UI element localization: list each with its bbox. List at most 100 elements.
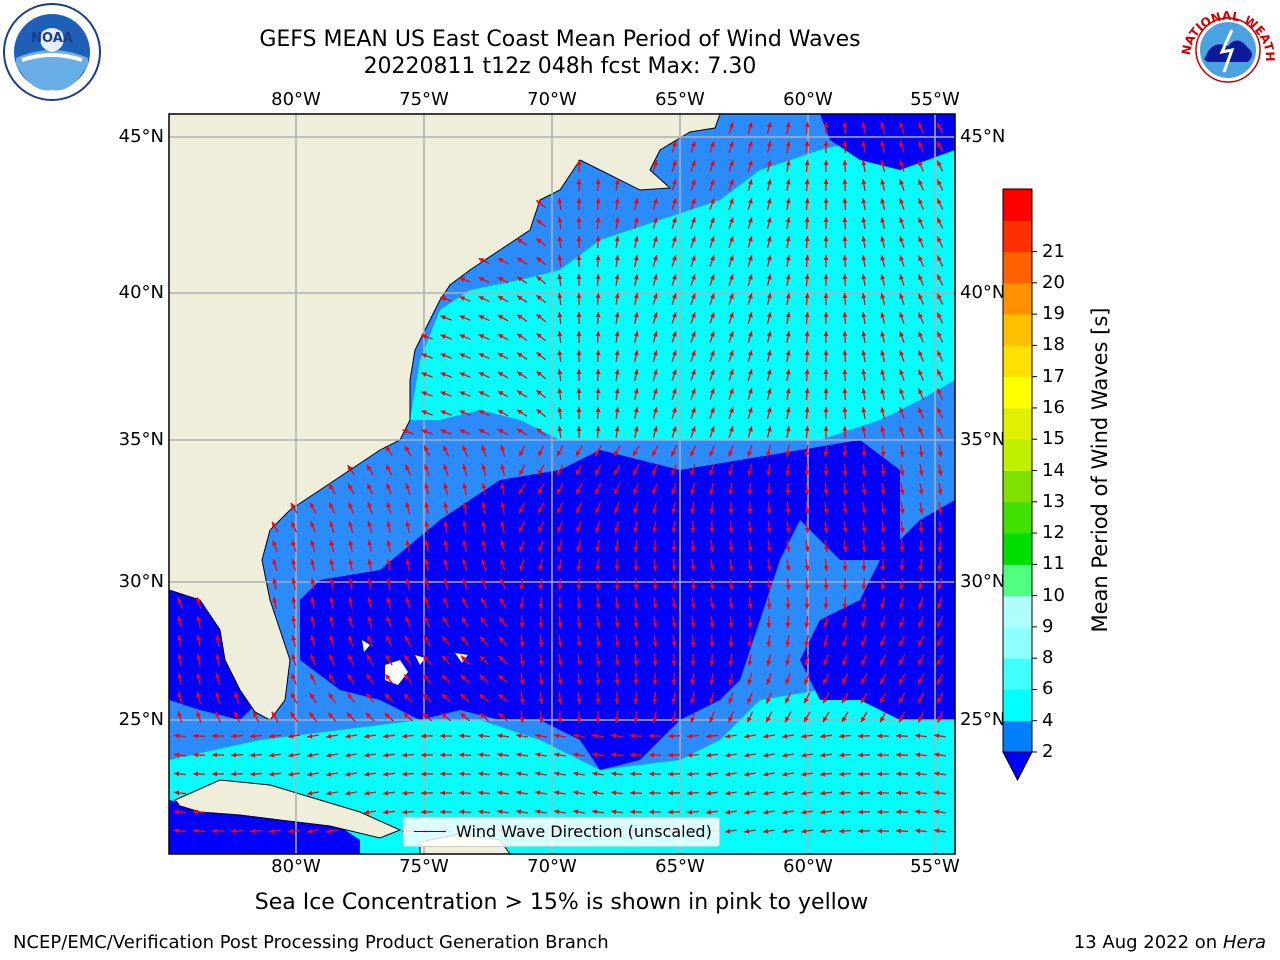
wave-direction-arrow — [899, 388, 905, 400]
wave-direction-arrow — [328, 502, 336, 514]
wave-direction-arrow — [478, 352, 490, 360]
wave-direction-arrow — [519, 654, 525, 666]
colorbar-tick-label: 4 — [1042, 709, 1054, 731]
wave-direction-arrow — [367, 539, 373, 553]
wave-direction-arrow — [535, 313, 547, 323]
wave-direction-arrow — [610, 809, 624, 815]
wave-direction-arrow — [686, 771, 700, 777]
wave-direction-arrow — [841, 711, 849, 723]
wave-direction-arrow — [557, 425, 563, 439]
wave-direction-arrow — [766, 236, 772, 248]
wave-direction-arrow — [918, 274, 924, 286]
wave-direction-arrow — [424, 597, 430, 609]
wave-direction-arrow — [595, 178, 601, 192]
longitude-label-bottom: 65°W — [655, 856, 705, 877]
wave-direction-arrow — [614, 426, 620, 438]
wave-direction-arrow — [880, 635, 886, 647]
wave-direction-arrow — [785, 140, 791, 154]
wave-direction-arrow — [633, 615, 639, 629]
wave-direction-arrow — [633, 330, 639, 344]
wave-direction-arrow — [709, 407, 715, 419]
latitude-label-left: 30°N — [118, 571, 164, 592]
wave-direction-arrow — [709, 350, 715, 362]
wave-direction-arrow — [576, 634, 582, 648]
wave-direction-arrow — [803, 692, 811, 704]
wave-direction-arrow — [364, 809, 376, 815]
wave-direction-arrow — [762, 809, 776, 815]
wave-direction-arrow — [291, 540, 297, 552]
wave-direction-arrow — [671, 634, 677, 648]
wave-direction-arrow — [384, 693, 394, 703]
wave-direction-arrow — [804, 520, 810, 534]
wave-direction-arrow — [196, 692, 202, 704]
wave-direction-arrow — [918, 122, 924, 134]
wave-direction-arrow — [177, 616, 183, 628]
wave-direction-arrow — [861, 292, 867, 306]
wave-direction-arrow — [690, 426, 696, 438]
wave-direction-arrow — [576, 615, 582, 629]
wave-direction-arrow — [766, 350, 772, 362]
wave-direction-arrow — [347, 464, 355, 476]
wave-direction-arrow — [534, 809, 548, 815]
wave-direction-arrow — [880, 388, 886, 400]
wave-direction-arrow — [861, 216, 867, 230]
wave-direction-arrow — [747, 141, 753, 153]
wave-direction-arrow — [519, 691, 525, 705]
wave-direction-arrow — [899, 558, 905, 572]
wave-direction-arrow — [557, 710, 563, 724]
wave-direction-arrow — [325, 752, 339, 758]
wave-direction-arrow — [648, 733, 662, 739]
wave-direction-arrow — [709, 464, 715, 476]
wave-direction-arrow — [785, 292, 791, 306]
wave-direction-arrow — [785, 235, 791, 249]
wave-direction-arrow — [652, 407, 658, 419]
wave-direction-arrow — [576, 691, 582, 705]
wave-direction-arrow — [651, 464, 659, 476]
wave-direction-arrow — [386, 521, 392, 533]
latitude-label-right: 35°N — [960, 429, 1006, 450]
wave-direction-arrow — [309, 692, 317, 704]
wave-direction-arrow — [671, 407, 677, 419]
wave-direction-arrow — [819, 733, 833, 739]
wave-direction-arrow — [592, 790, 604, 796]
wave-direction-arrow — [595, 273, 601, 287]
wave-direction-arrow — [459, 429, 471, 435]
wave-direction-arrow — [291, 559, 297, 571]
wave-direction-arrow — [725, 733, 737, 739]
wave-direction-arrow — [173, 771, 187, 777]
wave-direction-arrow — [667, 771, 681, 777]
wave-direction-arrow — [405, 616, 411, 628]
wave-direction-arrow — [595, 292, 601, 306]
wave-direction-arrow — [823, 121, 829, 135]
wave-direction-arrow — [499, 578, 507, 590]
wave-direction-arrow — [709, 520, 715, 534]
wave-direction-arrow — [728, 445, 734, 457]
colorbar-tick-label: 19 — [1042, 303, 1065, 325]
wave-direction-arrow — [271, 521, 279, 533]
wave-direction-arrow — [440, 429, 452, 435]
wave-direction-arrow — [709, 236, 715, 248]
wave-direction-arrow — [709, 577, 715, 591]
wave-direction-arrow — [861, 616, 867, 628]
wave-direction-arrow — [652, 596, 658, 610]
wave-direction-arrow — [781, 733, 795, 739]
wave-direction-arrow — [898, 711, 906, 723]
wave-direction-arrow — [785, 254, 791, 268]
wave-direction-arrow — [648, 790, 662, 796]
wave-direction-arrow — [215, 692, 221, 704]
wave-direction-arrow — [648, 771, 662, 777]
wave-direction-arrow — [515, 809, 529, 815]
wave-direction-arrow — [766, 141, 772, 153]
wave-direction-arrow — [860, 692, 868, 704]
wave-direction-arrow — [614, 672, 620, 686]
wave-direction-arrow — [766, 653, 772, 667]
wave-direction-arrow — [880, 596, 886, 610]
wave-direction-arrow — [538, 710, 544, 724]
wave-direction-arrow — [592, 733, 604, 739]
wave-direction-arrow — [538, 672, 544, 686]
wave-direction-arrow — [595, 197, 601, 211]
wave-direction-arrow — [595, 425, 601, 439]
wave-direction-arrow — [747, 615, 753, 629]
wave-direction-arrow — [557, 672, 563, 686]
colorbar-tick-label: 9 — [1042, 615, 1054, 637]
